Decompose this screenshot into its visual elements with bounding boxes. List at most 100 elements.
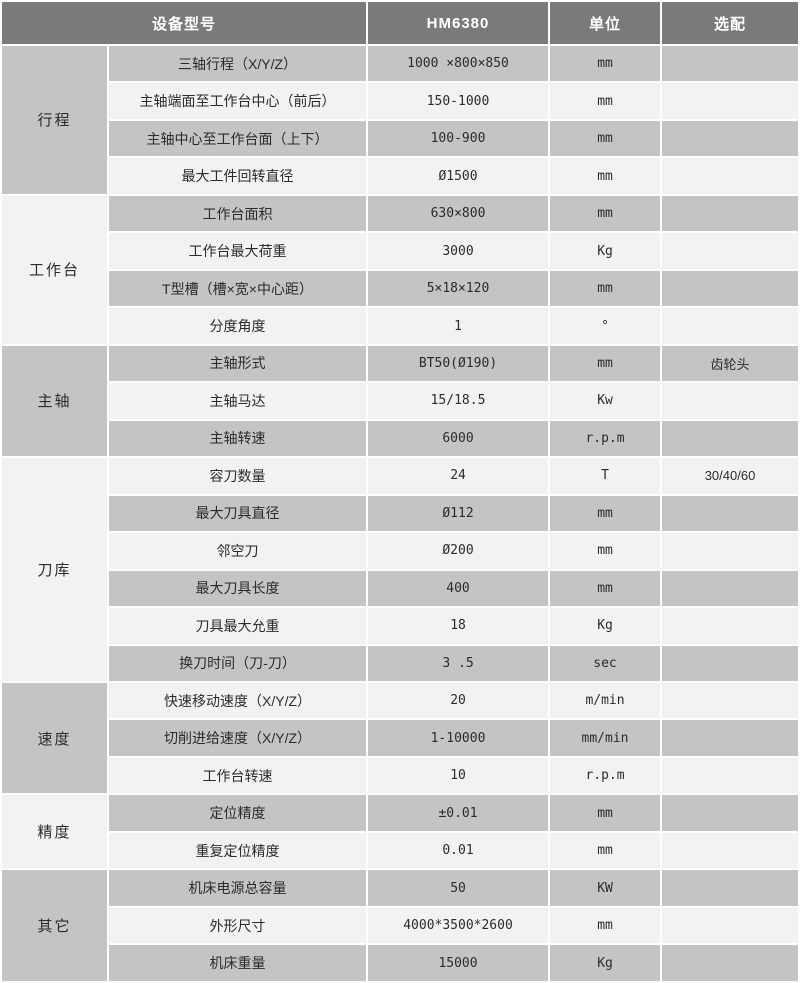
value-cell: 630×800 bbox=[368, 195, 549, 232]
unit-cell: mm bbox=[550, 195, 661, 232]
unit-cell: mm bbox=[550, 533, 661, 569]
category-accuracy: 精度 bbox=[2, 795, 107, 869]
value-cell: 1000 ×800×850 bbox=[368, 46, 549, 82]
table-row: 工作台转速 10 r.p.m bbox=[2, 757, 799, 794]
value-cell: 3 .5 bbox=[368, 645, 549, 681]
value-cell: Ø112 bbox=[368, 495, 549, 532]
optional-cell bbox=[662, 383, 799, 419]
optional-cell bbox=[662, 83, 799, 119]
param-cell: 主轴马达 bbox=[109, 383, 367, 419]
optional-cell bbox=[662, 570, 799, 607]
optional-cell bbox=[662, 120, 799, 157]
header-optional: 选配 bbox=[662, 2, 799, 44]
value-cell: 18 bbox=[368, 608, 549, 644]
param-cell: 最大刀具直径 bbox=[109, 495, 367, 532]
table-row: 机床重量 15000 Kg bbox=[2, 945, 799, 981]
table-row: 最大刀具直径 Ø112 mm bbox=[2, 495, 799, 532]
unit-cell: mm bbox=[550, 120, 661, 157]
category-travel: 行程 bbox=[2, 46, 107, 194]
unit-cell: T bbox=[550, 458, 661, 494]
table-row: 主轴 主轴形式 BT50(Ø190) mm 齿轮头 bbox=[2, 345, 799, 457]
table-row: 精度 定位精度 ±0.01 mm bbox=[2, 795, 799, 869]
table-row: 速度 快速移动速度（X/Y/Z） 20 m/min bbox=[2, 682, 799, 794]
value-cell: Ø1500 bbox=[368, 158, 549, 194]
unit-cell: mm bbox=[550, 795, 661, 831]
param-cell: 外形尺寸 bbox=[109, 907, 367, 944]
unit-cell: mm bbox=[550, 270, 661, 307]
unit-cell: ° bbox=[550, 308, 661, 344]
value-cell: 15000 bbox=[368, 945, 549, 981]
table-row: 行程 三轴行程（X/Y/Z） 1000 ×800×850 mm bbox=[2, 46, 799, 194]
table-row: 主轴端面至工作台中心（前后） 150-1000 mm bbox=[2, 83, 799, 119]
value-cell: ±0.01 bbox=[368, 795, 549, 831]
value-cell: 24 bbox=[368, 458, 549, 494]
param-cell: 换刀时间（刀-刀） bbox=[109, 645, 367, 681]
optional-cell bbox=[662, 645, 799, 681]
param-cell: 容刀数量 bbox=[109, 458, 367, 494]
category-spindle: 主轴 bbox=[2, 345, 107, 457]
param-cell: 分度角度 bbox=[109, 308, 367, 344]
unit-cell: Kw bbox=[550, 383, 661, 419]
unit-cell: mm bbox=[550, 345, 661, 382]
optional-cell bbox=[662, 832, 799, 869]
category-other: 其它 bbox=[2, 870, 107, 981]
value-cell: Ø200 bbox=[368, 533, 549, 569]
param-cell: 邻空刀 bbox=[109, 533, 367, 569]
unit-cell: mm bbox=[550, 832, 661, 869]
unit-cell: KW bbox=[550, 870, 661, 906]
optional-cell bbox=[662, 420, 799, 457]
optional-cell bbox=[662, 608, 799, 644]
param-cell: 主轴转速 bbox=[109, 420, 367, 457]
value-cell: 150-1000 bbox=[368, 83, 549, 119]
param-cell: 定位精度 bbox=[109, 795, 367, 831]
table-row: 切削进给速度（X/Y/Z） 1-10000 mm/min bbox=[2, 720, 799, 756]
header-unit: 单位 bbox=[550, 2, 661, 44]
value-cell: 400 bbox=[368, 570, 549, 607]
table-row: T型槽（槽×宽×中心距） 5×18×120 mm bbox=[2, 270, 799, 307]
table-row: 主轴中心至工作台面（上下） 100-900 mm bbox=[2, 120, 799, 157]
param-cell: 主轴端面至工作台中心（前后） bbox=[109, 83, 367, 119]
value-cell: BT50(Ø190) bbox=[368, 345, 549, 382]
param-cell: 机床电源总容量 bbox=[109, 870, 367, 906]
optional-cell bbox=[662, 195, 799, 232]
unit-cell: mm bbox=[550, 46, 661, 82]
value-cell: 5×18×120 bbox=[368, 270, 549, 307]
param-cell: 最大刀具长度 bbox=[109, 570, 367, 607]
table-row: 工作台 工作台面积 630×800 mm bbox=[2, 195, 799, 344]
value-cell: 100-900 bbox=[368, 120, 549, 157]
optional-cell bbox=[662, 945, 799, 981]
param-cell: 重复定位精度 bbox=[109, 832, 367, 869]
optional-cell: 齿轮头 bbox=[662, 345, 799, 382]
table-row: 其它 机床电源总容量 50 KW bbox=[2, 870, 799, 981]
unit-cell: Kg bbox=[550, 945, 661, 981]
table-row: 工作台最大荷重 3000 Kg bbox=[2, 233, 799, 269]
optional-cell: 30/40/60 bbox=[662, 458, 799, 494]
optional-cell bbox=[662, 795, 799, 831]
header-row: 设备型号 HM6380 单位 选配 bbox=[2, 2, 799, 44]
value-cell: 4000*3500*2600 bbox=[368, 907, 549, 944]
unit-cell: mm bbox=[550, 158, 661, 194]
param-cell: 刀具最大允重 bbox=[109, 608, 367, 644]
optional-cell bbox=[662, 308, 799, 344]
unit-cell: mm bbox=[550, 907, 661, 944]
table-row: 分度角度 1 ° bbox=[2, 308, 799, 344]
optional-cell bbox=[662, 495, 799, 532]
header-model: HM6380 bbox=[368, 2, 549, 44]
param-cell: 三轴行程（X/Y/Z） bbox=[109, 46, 367, 82]
value-cell: 20 bbox=[368, 682, 549, 719]
optional-cell bbox=[662, 720, 799, 756]
unit-cell: mm bbox=[550, 570, 661, 607]
value-cell: 1 bbox=[368, 308, 549, 344]
table-row: 刀库 容刀数量 24 T 30/40/60 bbox=[2, 458, 799, 681]
table-row: 外形尺寸 4000*3500*2600 mm bbox=[2, 907, 799, 944]
param-cell: 主轴形式 bbox=[109, 345, 367, 382]
param-cell: 快速移动速度（X/Y/Z） bbox=[109, 682, 367, 719]
table-row: 重复定位精度 0.01 mm bbox=[2, 832, 799, 869]
optional-cell bbox=[662, 907, 799, 944]
unit-cell: mm/min bbox=[550, 720, 661, 756]
value-cell: 50 bbox=[368, 870, 549, 906]
optional-cell bbox=[662, 533, 799, 569]
param-cell: 主轴中心至工作台面（上下） bbox=[109, 120, 367, 157]
optional-cell bbox=[662, 870, 799, 906]
